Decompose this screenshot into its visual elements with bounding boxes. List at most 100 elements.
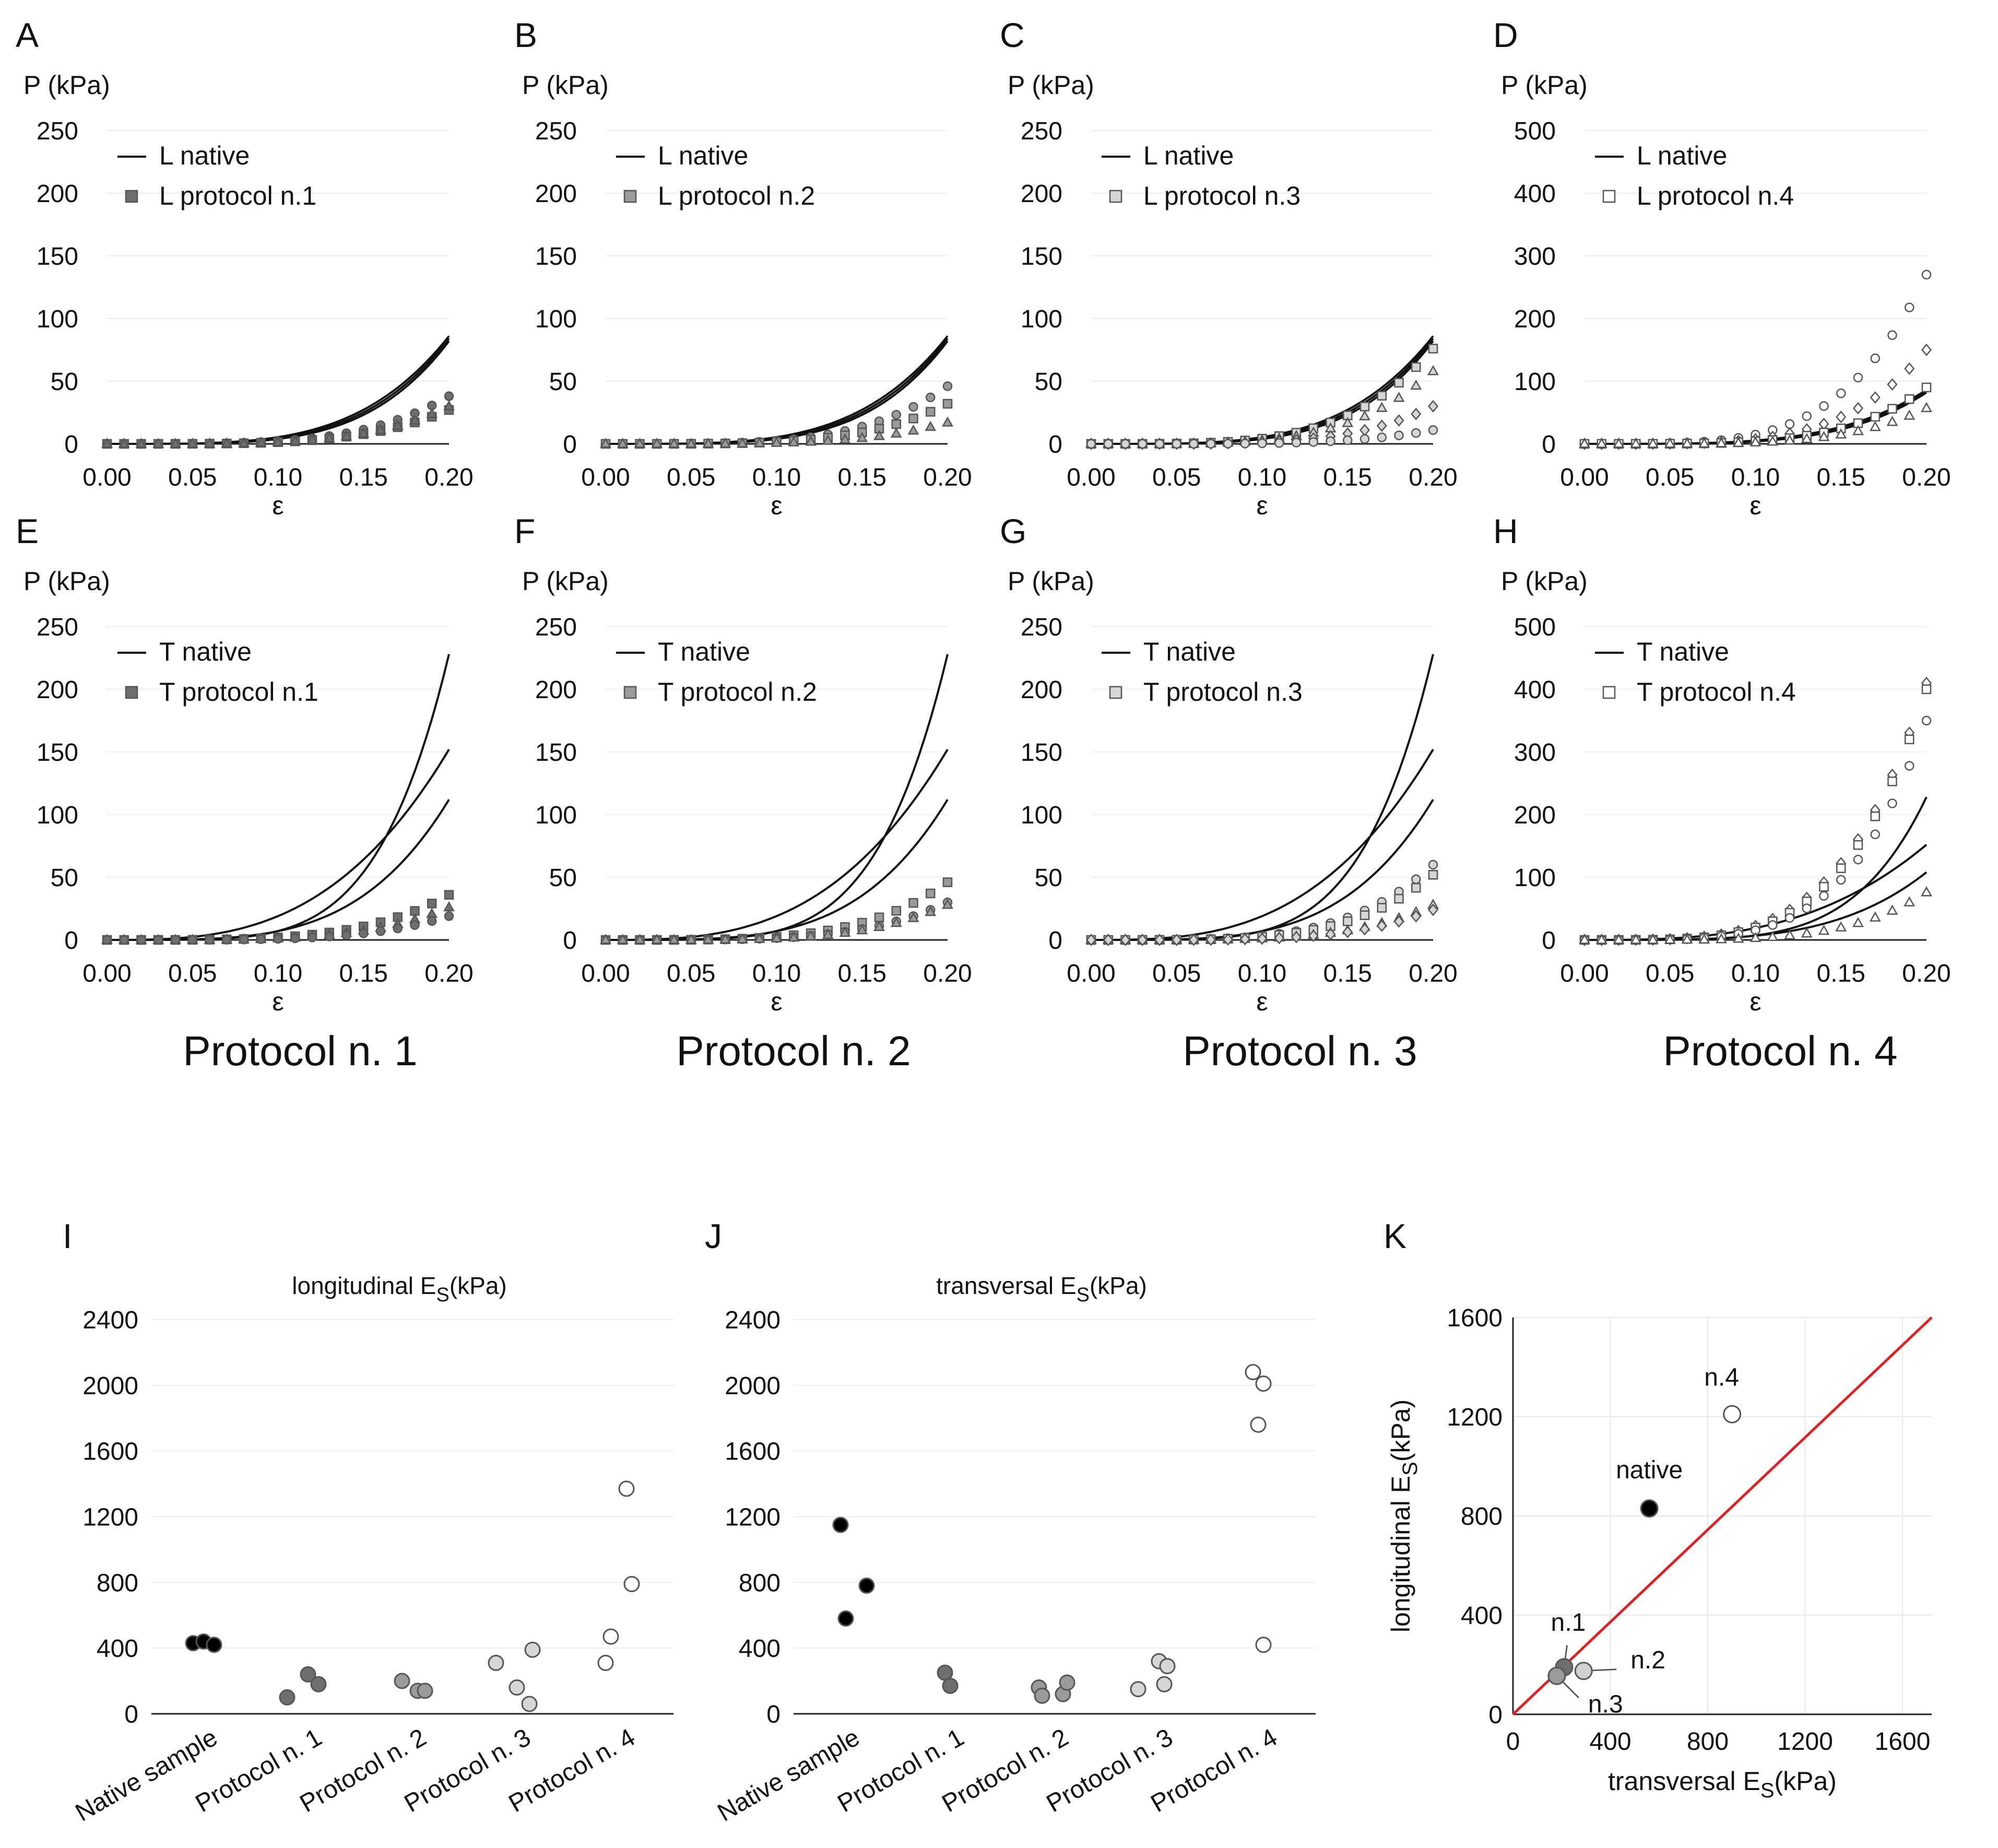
panel-letter: A bbox=[16, 16, 39, 54]
data-point-square bbox=[1921, 684, 1932, 695]
data-point-circle bbox=[444, 911, 454, 921]
data-point-circle bbox=[393, 923, 403, 934]
data-point-circle bbox=[444, 391, 454, 402]
data-point bbox=[394, 1673, 410, 1689]
data-point-circle bbox=[1836, 388, 1846, 398]
data-point-triangle bbox=[1342, 417, 1354, 427]
data-point-circle bbox=[1784, 419, 1795, 429]
data-point-triangle bbox=[1427, 365, 1439, 375]
data-point-square bbox=[1853, 840, 1863, 850]
category-label: Native sample bbox=[71, 1724, 222, 1827]
data-point-triangle bbox=[1852, 425, 1864, 435]
x-tick-label: 0.05 bbox=[168, 464, 217, 491]
y-axis-label: P (kPa) bbox=[23, 567, 110, 596]
data-point-circle bbox=[1377, 432, 1387, 442]
y-tick-label: 2400 bbox=[82, 1306, 138, 1334]
data-point-circle bbox=[1326, 436, 1335, 446]
y-tick-label: 400 bbox=[739, 1635, 781, 1663]
panel-b: B P (kPa) 0 50 100 150 200 250 0.00 0.05 0.10 0.15 0… bbox=[514, 16, 972, 520]
y-tick-label: 100 bbox=[535, 802, 577, 829]
legend-protocol-label: T protocol n.4 bbox=[1637, 677, 1796, 707]
legend-native-label: T native bbox=[1143, 637, 1236, 666]
panel-letter: G bbox=[1000, 512, 1026, 550]
x-tick-label: 0.20 bbox=[424, 960, 473, 987]
data-point-circle bbox=[222, 935, 232, 945]
y-tick-label: 150 bbox=[1021, 243, 1062, 270]
data-point-circle bbox=[273, 934, 283, 944]
data-point-triangle bbox=[135, 438, 147, 448]
x-tick-label: 0.05 bbox=[168, 960, 217, 987]
data-point-triangle bbox=[805, 930, 817, 940]
data-point-circle bbox=[239, 935, 249, 945]
y-axis-label-unit: (kPa) bbox=[1386, 1399, 1415, 1462]
data-point-circle bbox=[1921, 715, 1932, 726]
x-tick-label: 0.15 bbox=[838, 960, 886, 987]
y-tick-label: 50 bbox=[1035, 368, 1062, 396]
x-tick-label: 0 bbox=[1506, 1728, 1520, 1756]
y-tick-label: 100 bbox=[535, 305, 577, 333]
stress-strain-panels: A P (kPa) 0 50 100 150 200 250 0.00 0.05 0.10 0.15 0… bbox=[16, 16, 1951, 1016]
y-tick-label: 300 bbox=[1514, 739, 1556, 767]
x-axis-label: ε bbox=[272, 491, 283, 520]
data-point-diamond bbox=[1120, 934, 1131, 946]
point-native bbox=[1640, 1499, 1659, 1518]
x-tick-label: 0.20 bbox=[424, 464, 473, 491]
panel-d: D P (kPa) 0 100 200 300 400 500 0.00 0.05 0.10 0.15… bbox=[1493, 16, 1951, 520]
x-axis-label-sub: S bbox=[1760, 1779, 1775, 1802]
legend-marker-swatch bbox=[125, 686, 138, 699]
data-point-triangle bbox=[1904, 409, 1916, 420]
data-point-circle bbox=[1308, 437, 1318, 447]
data-point-triangle bbox=[375, 423, 386, 434]
data-point-triangle bbox=[1647, 438, 1659, 448]
y-tick-label: 2000 bbox=[725, 1372, 781, 1400]
data-point-triangle bbox=[771, 932, 783, 943]
x-tick-label: 400 bbox=[1589, 1728, 1631, 1756]
data-point-triangle bbox=[839, 926, 851, 937]
data-point-circle bbox=[1120, 439, 1130, 449]
panel-letter: J bbox=[705, 1217, 722, 1255]
y-tick-label: 0 bbox=[1048, 431, 1062, 458]
x-tick-label: 0.10 bbox=[254, 464, 302, 491]
x-tick-label: 0.15 bbox=[1817, 464, 1865, 491]
y-tick-label: 2400 bbox=[725, 1306, 781, 1334]
x-axis-label: ε bbox=[1749, 987, 1761, 1016]
data-point bbox=[279, 1689, 295, 1706]
data-point-diamond bbox=[1411, 407, 1422, 420]
data-point-square bbox=[1887, 404, 1897, 414]
panel-h: H P (kPa) 0 100 200 300 400 500 0.00 0.05 0.10 0.15… bbox=[1493, 512, 1951, 1016]
y-tick-label: 150 bbox=[1021, 739, 1062, 767]
x-tick-label: 0.00 bbox=[1560, 464, 1609, 491]
x-tick-label: 0.00 bbox=[1560, 960, 1609, 987]
data-point-circle bbox=[1905, 761, 1914, 771]
data-point-triangle bbox=[805, 435, 817, 446]
y-axis-label: P (kPa) bbox=[1501, 567, 1588, 596]
y-tick-label: 500 bbox=[1514, 117, 1556, 145]
y-tick-label: 800 bbox=[739, 1569, 781, 1597]
x-tick-label: 0.10 bbox=[1731, 464, 1780, 491]
data-point-triangle bbox=[702, 438, 714, 448]
data-point-square bbox=[891, 905, 901, 916]
data-point-triangle bbox=[1393, 392, 1405, 402]
data-point-square bbox=[908, 898, 918, 908]
data-point-square bbox=[444, 890, 454, 900]
data-point-circle bbox=[1411, 874, 1421, 885]
data-point-triangle bbox=[1613, 438, 1625, 448]
data-point-square bbox=[1870, 811, 1880, 821]
y-axis-label: P (kPa) bbox=[1008, 567, 1094, 596]
data-point-square bbox=[1428, 869, 1438, 880]
data-point-triangle bbox=[788, 931, 800, 942]
data-point bbox=[1156, 1676, 1173, 1692]
data-point-circle bbox=[1411, 428, 1421, 438]
data-point-triangle bbox=[1767, 931, 1779, 941]
point-label: n.2 bbox=[1630, 1646, 1665, 1674]
data-point-circle bbox=[926, 392, 936, 403]
data-point-circle bbox=[1802, 411, 1812, 421]
data-point-circle bbox=[1103, 439, 1113, 449]
data-point-square bbox=[1836, 863, 1846, 873]
data-point-triangle bbox=[890, 916, 902, 927]
y-tick-label: 200 bbox=[535, 676, 577, 704]
data-point-diamond bbox=[1836, 410, 1847, 423]
panel-a: A P (kPa) 0 50 100 150 200 250 0.00 0.05 0.10 0.15 0… bbox=[16, 16, 474, 520]
panel-g: G P (kPa) 0 50 100 150 200 250 0.00 0.05 0.10 0.15 0… bbox=[1000, 512, 1458, 1016]
